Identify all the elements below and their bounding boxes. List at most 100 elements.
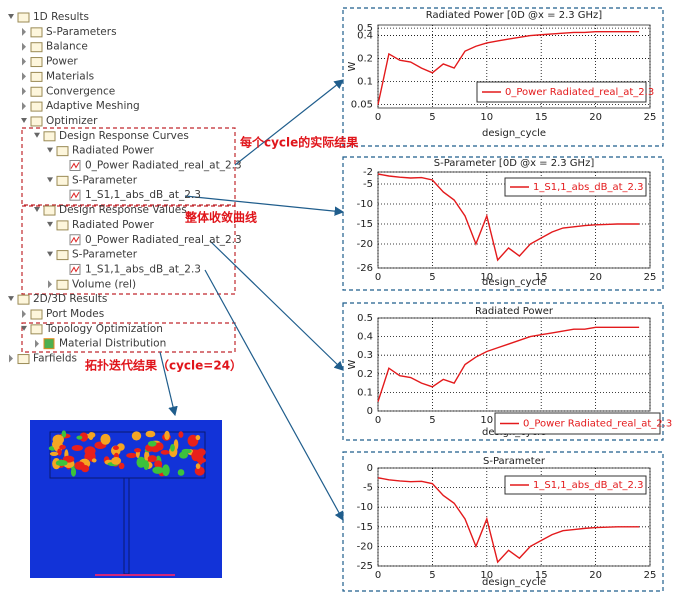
topology-blob — [100, 433, 111, 445]
chart: S-Parameter [0D @x = 2.3 GHz] design_cycl… — [357, 158, 657, 288]
y-tick-label: 0.1 — [357, 387, 373, 398]
arrow — [209, 240, 344, 371]
tree-item[interactable]: 0_Power Radiated_real_at_2.3 — [69, 160, 242, 172]
tree-item[interactable]: Volume (rel) — [48, 278, 136, 290]
tree-item[interactable]: Materials — [22, 70, 94, 82]
folder-icon — [30, 86, 43, 97]
expander — [47, 251, 53, 257]
tree-item[interactable]: Convergence — [22, 85, 115, 97]
topology-blob — [118, 462, 125, 470]
folder-icon — [56, 220, 69, 231]
topology-blob — [152, 466, 164, 474]
topology-blob — [143, 460, 149, 471]
chart-title: S-Parameter — [483, 456, 546, 467]
x-tick-label: 20 — [589, 272, 602, 283]
tree-item[interactable]: 1_S1,1_abs_dB_at_2.3 — [69, 189, 201, 201]
chart-title: Radiated Power — [475, 306, 554, 317]
tree-item[interactable]: S-Parameter — [47, 249, 138, 261]
y-tick-label: 0.1 — [357, 77, 373, 88]
folder-icon — [56, 146, 69, 157]
y-tick-label: 0.4 — [357, 31, 373, 42]
chart-title: Radiated Power [0D @x = 2.3 GHz] — [426, 10, 603, 21]
tree-item[interactable]: S-Parameter — [47, 174, 138, 186]
tree-item[interactable]: 1D Results — [8, 11, 89, 23]
tree-item[interactable]: Radiated Power — [47, 145, 155, 157]
y-tick-label: 0.2 — [357, 369, 373, 380]
expander — [22, 72, 26, 81]
tree-label: Radiated Power — [72, 219, 155, 231]
tree-label: 0_Power Radiated_real_at_2.3 — [85, 160, 242, 172]
topology-blob — [49, 451, 59, 456]
x-tick-label: 25 — [644, 570, 657, 581]
y-tick-label: 0.05 — [351, 100, 373, 111]
tree-item[interactable]: 2D/3D Results — [8, 293, 107, 305]
expander — [22, 27, 26, 36]
tree-label: 1_S1,1_abs_dB_at_2.3 — [85, 189, 201, 201]
x-tick-label: 15 — [535, 570, 548, 581]
arrows — [159, 79, 345, 522]
tree-label: 2D/3D Results — [33, 293, 107, 305]
tree-item[interactable]: Design Response Values — [34, 204, 187, 216]
chart: Radiated Power [0D @x = 2.3 GHz] design_c… — [347, 10, 656, 139]
tree-item[interactable]: Power — [22, 56, 78, 68]
annotation: 整体收敛曲线 — [184, 210, 257, 225]
legend-box — [476, 81, 647, 103]
folder-icon — [30, 57, 43, 68]
topology-blob — [195, 434, 201, 441]
arrow — [184, 195, 345, 216]
y-tick-label: 0 — [367, 406, 373, 417]
material-icon — [43, 338, 55, 350]
folder-icon — [30, 324, 43, 335]
tree-item[interactable]: 0_Power Radiated_real_at_2.3 — [69, 234, 242, 246]
x-axis-label: design_cycle — [482, 277, 546, 288]
result-icon-line — [70, 162, 80, 169]
tree-label: Volume (rel) — [72, 278, 136, 290]
tree-item[interactable]: Topology Optimization — [21, 323, 163, 335]
tree-item[interactable]: Material Distribution — [35, 338, 166, 350]
folder-icon — [17, 354, 30, 365]
topology-blob — [178, 431, 184, 438]
legend-label: 1_S1,1_abs_dB_at_2.3 — [533, 182, 643, 193]
tree-label: Power — [46, 56, 78, 68]
topology-blob — [133, 448, 142, 453]
chart: Radiated Powerdesign_cycleW00.10.20.30.4… — [347, 306, 672, 438]
topology-blob — [112, 445, 119, 450]
tree-item[interactable]: S-Parameters — [22, 26, 117, 38]
y-tick-label: 0.5 — [357, 313, 373, 324]
folder-icon — [30, 71, 43, 82]
tree-item[interactable]: 1_S1,1_abs_dB_at_2.3 — [69, 263, 201, 275]
topology-blob — [74, 461, 85, 470]
expander — [47, 147, 53, 153]
data-line — [377, 30, 640, 105]
folder-icon — [17, 294, 30, 305]
tree-label: Balance — [46, 41, 88, 53]
legend-box — [494, 412, 661, 435]
folder-icon — [17, 12, 30, 23]
tree-item[interactable]: Farfields — [9, 353, 77, 365]
tree-item[interactable]: Adaptive Meshing — [22, 100, 140, 112]
folder-icon — [56, 175, 69, 186]
tree-label: Port Modes — [46, 308, 104, 320]
tree-item[interactable]: Port Modes — [22, 308, 104, 320]
tree-item[interactable]: Optimizer — [21, 115, 98, 127]
tree-label: Optimizer — [46, 115, 98, 127]
result-icon-line — [70, 236, 80, 244]
tree-item[interactable]: Design Response Curves — [34, 130, 189, 142]
tree-item[interactable]: Balance — [22, 41, 88, 53]
folder-icon — [43, 131, 56, 142]
x-tick-label: 10 — [480, 415, 493, 426]
topology-blob — [181, 448, 192, 454]
topology-blob — [192, 449, 201, 455]
expander — [48, 280, 52, 289]
expander — [47, 221, 53, 227]
topology-blob — [162, 464, 170, 477]
result-tree: 1D Results S-Parameters Balance Power Materi… — [8, 11, 242, 365]
charts: Radiated Power [0D @x = 2.3 GHz] design_c… — [347, 10, 672, 588]
expander — [21, 325, 27, 331]
tree-item[interactable]: Radiated Power — [47, 219, 155, 231]
folder-icon — [56, 279, 69, 290]
topology-blob — [88, 432, 94, 441]
folder-icon — [56, 250, 69, 261]
expander — [22, 87, 26, 96]
